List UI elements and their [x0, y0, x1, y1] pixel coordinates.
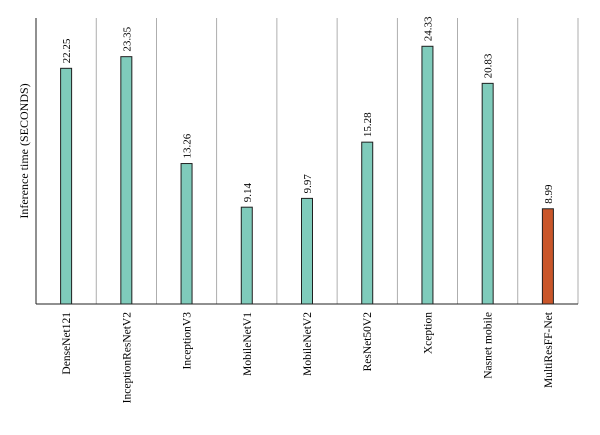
x-tick-label: MobileNetV2	[302, 312, 314, 376]
bar-inceptionresnetv2	[120, 56, 133, 305]
value-label: 24.33	[422, 16, 434, 41]
value-label: 20.83	[483, 53, 495, 78]
x-tick-label: InceptionV3	[182, 312, 194, 370]
y-axis-title: Inference time (SECONDS)	[17, 83, 31, 218]
value-label: 22.25	[61, 38, 73, 63]
bar-inceptionv3	[180, 163, 193, 305]
x-tick-label: MobileNetV1	[242, 312, 254, 376]
x-tick-label: Nasnet mobile	[483, 312, 495, 379]
x-tick-label: MultiResFF-Net	[543, 311, 555, 388]
bar-mobilenetv1	[240, 206, 253, 305]
grid-lines	[95, 18, 579, 304]
bar-nasnet-mobile	[481, 82, 494, 305]
value-label: 8.99	[543, 184, 555, 204]
x-tick-label: ResNet50V2	[362, 312, 374, 372]
bar-mobilenetv2	[301, 197, 313, 305]
value-label: 9.14	[242, 182, 254, 202]
value-label: 15.28	[362, 112, 374, 137]
value-labels: 22.25 23.35 13.26 9.14 9.97 15.28 24.33 20.83 8.…	[61, 16, 555, 204]
value-label: 13.26	[182, 133, 194, 158]
bar-xception	[421, 45, 434, 305]
x-tick-label: Xception	[422, 312, 434, 354]
x-tick-label: DenseNet121	[61, 312, 73, 375]
bar-resnet50v2	[361, 141, 374, 305]
bar-densenet121	[60, 67, 73, 305]
bar-multiresff-net	[541, 208, 554, 305]
value-label: 9.97	[302, 174, 314, 194]
x-tick-label: InceptionResNetV2	[121, 312, 133, 404]
x-tick-labels: DenseNet121 InceptionResNetV2 InceptionV3 M…	[61, 311, 555, 403]
value-label: 23.35	[121, 26, 133, 51]
